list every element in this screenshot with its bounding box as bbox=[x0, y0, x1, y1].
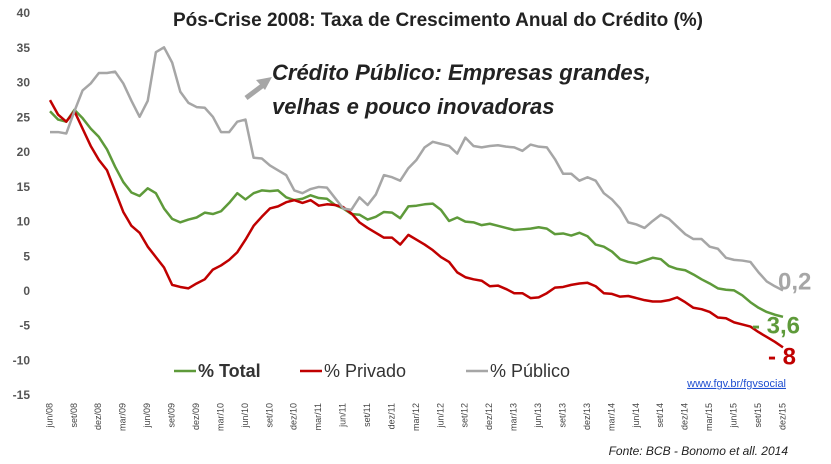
y-tick-label: -5 bbox=[19, 319, 30, 333]
y-tick-label: 25 bbox=[17, 110, 31, 124]
x-tick-label: dez/13 bbox=[582, 403, 592, 430]
x-tick-label: set/14 bbox=[655, 403, 665, 428]
x-tick-label: mar/13 bbox=[509, 403, 519, 431]
annotation: Crédito Público: Empresas grandes, bbox=[272, 60, 651, 85]
x-tick-label: mar/09 bbox=[118, 403, 128, 431]
x-tick-label: jun/10 bbox=[240, 403, 250, 429]
x-tick-label: dez/15 bbox=[777, 403, 787, 430]
line-series bbox=[48, 99, 784, 349]
line-series bbox=[50, 46, 784, 292]
x-tick-label: jun/11 bbox=[338, 403, 348, 428]
x-tick-label: mar/15 bbox=[704, 403, 714, 431]
x-tick-label: jun/15 bbox=[729, 403, 739, 429]
x-tick-label: jun/12 bbox=[435, 403, 445, 429]
x-tick-label: jun/14 bbox=[631, 403, 641, 429]
x-tick-label: dez/14 bbox=[680, 403, 690, 430]
y-tick-label: -10 bbox=[13, 353, 31, 367]
legend-label: % Total bbox=[198, 361, 261, 381]
y-tick-label: -15 bbox=[13, 388, 31, 402]
end-label: 0,2 bbox=[778, 268, 811, 295]
x-tick-label: set/15 bbox=[753, 403, 763, 428]
x-tick-label: mar/12 bbox=[411, 403, 421, 431]
y-tick-label: 20 bbox=[17, 145, 31, 159]
y-tick-label: 30 bbox=[17, 76, 31, 90]
chart-title: Pós-Crise 2008: Taxa de Crescimento Anua… bbox=[173, 10, 703, 31]
x-tick-label: dez/10 bbox=[289, 403, 299, 430]
x-tick-label: dez/12 bbox=[484, 403, 494, 430]
x-tick-label: set/10 bbox=[264, 403, 274, 428]
x-tick-label: jun/09 bbox=[142, 403, 152, 429]
x-tick-label: set/11 bbox=[362, 403, 372, 427]
arrow-head bbox=[256, 77, 272, 90]
y-tick-label: 0 bbox=[23, 284, 30, 298]
x-tick-label: jun/08 bbox=[44, 403, 54, 429]
source: Fonte: BCB - Bonomo et all. 2014 bbox=[609, 444, 789, 458]
y-tick-label: 10 bbox=[17, 215, 31, 229]
end-label: - 3,6 bbox=[752, 312, 800, 339]
x-tick-label: dez/08 bbox=[93, 403, 103, 430]
y-tick-label: 40 bbox=[17, 6, 31, 20]
y-tick-label: 15 bbox=[17, 180, 31, 194]
x-tick-label: set/09 bbox=[167, 403, 177, 428]
x-tick-label: mar/14 bbox=[606, 403, 616, 431]
end-label: - 8 bbox=[768, 343, 796, 370]
x-tick-label: mar/10 bbox=[215, 403, 225, 431]
x-tick-label: set/13 bbox=[557, 403, 567, 428]
link[interactable]: www.fgv.br/fgvsocial bbox=[686, 378, 786, 390]
line-series bbox=[49, 108, 784, 319]
y-tick-label: 35 bbox=[17, 41, 31, 55]
x-tick-label: mar/11 bbox=[313, 403, 323, 430]
x-tick-label: dez/11 bbox=[386, 403, 396, 429]
annotation: velhas e pouco inovadoras bbox=[272, 94, 554, 119]
legend-label: % Público bbox=[490, 361, 570, 381]
x-tick-label: set/12 bbox=[460, 403, 470, 428]
x-tick-label: dez/09 bbox=[191, 403, 201, 430]
x-tick-label: set/08 bbox=[69, 403, 79, 428]
legend-label: % Privado bbox=[324, 361, 406, 381]
x-tick-label: jun/13 bbox=[533, 403, 543, 429]
y-tick-label: 5 bbox=[23, 249, 30, 263]
